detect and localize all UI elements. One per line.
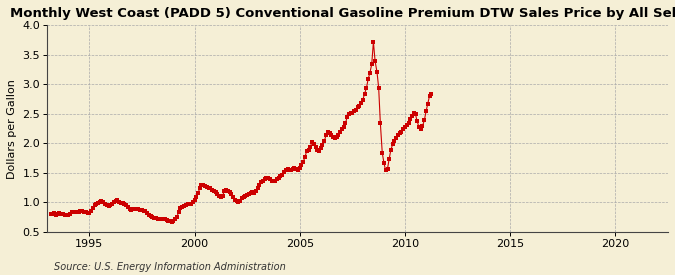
Text: Source: U.S. Energy Information Administration: Source: U.S. Energy Information Administ… <box>54 262 286 272</box>
Title: Monthly West Coast (PADD 5) Conventional Gasoline Premium DTW Sales Price by All: Monthly West Coast (PADD 5) Conventional… <box>10 7 675 20</box>
Y-axis label: Dollars per Gallon: Dollars per Gallon <box>7 79 17 178</box>
